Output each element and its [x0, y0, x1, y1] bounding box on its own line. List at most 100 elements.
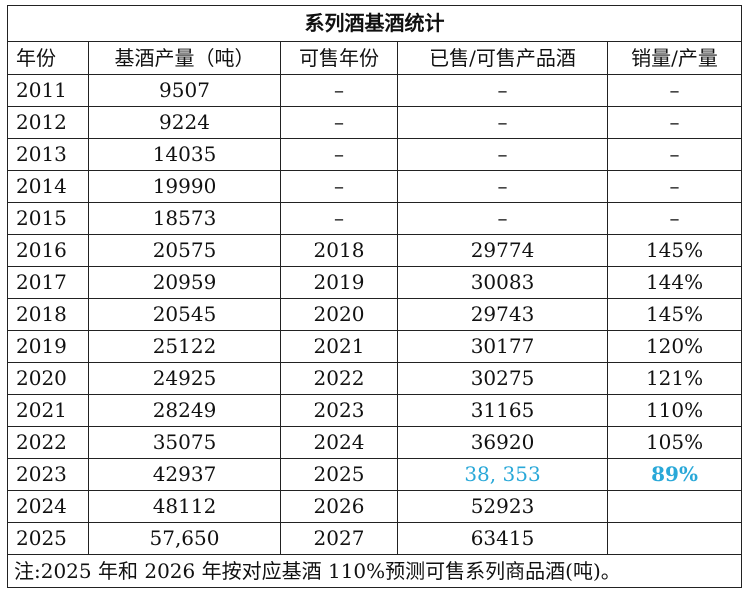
- table-cell: [606, 522, 743, 555]
- table-cell: 2015: [7, 202, 89, 235]
- header-cell: 基酒产量（吨）: [88, 41, 281, 75]
- table-cell: –: [606, 170, 743, 203]
- table-cell: –: [280, 138, 398, 171]
- table-cell: 2024: [7, 490, 89, 523]
- table-cell: 105%: [606, 426, 743, 459]
- table-cell: 2021: [280, 330, 398, 363]
- table-row: 2018 20545 2020 29743 145%: [7, 298, 743, 331]
- table-cell: 89%: [606, 458, 743, 491]
- table-row: 2022 35075 2024 36920 105%: [7, 426, 743, 459]
- table-row: 2012 9224– – –: [7, 106, 743, 139]
- table-body: 2011 9507– – –2012 9224– – –2013 14035– – –2014 19…: [7, 74, 743, 555]
- table-cell: –: [280, 74, 398, 107]
- table-cell: –: [397, 202, 608, 235]
- table-cell: 35075: [88, 426, 281, 459]
- table-cell: 38, 353: [397, 458, 608, 491]
- table-row: 2017 20959 2019 30083 144%: [7, 266, 743, 299]
- table-cell: 52923: [397, 490, 608, 523]
- table-cell: 2021: [7, 394, 89, 427]
- table-row: 2014 19990– – –: [7, 170, 743, 203]
- table-cell: 145%: [606, 298, 743, 331]
- table-cell: 57,650: [88, 522, 281, 555]
- table-cell: 36920: [397, 426, 608, 459]
- table-cell: 29743: [397, 298, 608, 331]
- table-cell: –: [606, 74, 743, 107]
- table-cell: 30083: [397, 266, 608, 299]
- table-cell: [606, 490, 743, 523]
- table-cell: 9224: [88, 106, 281, 139]
- table-cell: 2025: [7, 522, 89, 555]
- table-cell: 31165: [397, 394, 608, 427]
- table-cell: 2018: [7, 298, 89, 331]
- header-cell: 可售年份: [280, 41, 398, 75]
- table-cell: 2023: [7, 458, 89, 491]
- table-cell: –: [397, 106, 608, 139]
- table-title: 系列酒基酒统计: [6, 5, 743, 42]
- table-cell: –: [606, 106, 743, 139]
- table-cell: –: [397, 74, 608, 107]
- header-row: 年份 基酒产量（吨） 可售年份 已售/可售产品酒 销量/产量: [7, 41, 743, 75]
- table-cell: –: [280, 106, 398, 139]
- table-cell: 110%: [606, 394, 743, 427]
- table-cell: 2017: [7, 266, 89, 299]
- table-cell: 24925: [88, 362, 281, 395]
- table-cell: 145%: [606, 234, 743, 267]
- table-cell: –: [280, 170, 398, 203]
- table-cell: –: [606, 202, 743, 235]
- table-cell: 2019: [7, 330, 89, 363]
- table-cell: 2014: [7, 170, 89, 203]
- table-cell: 9507: [88, 74, 281, 107]
- header-cell: 年份: [7, 41, 89, 75]
- table-cell: 144%: [606, 266, 743, 299]
- table-cell: 29774: [397, 234, 608, 267]
- table-cell: 2018: [280, 234, 398, 267]
- table-cell: –: [280, 202, 398, 235]
- table-row: 2016 20575 2018 29774 145%: [7, 234, 743, 267]
- table-cell: 48112: [88, 490, 281, 523]
- table-cell: 20959: [88, 266, 281, 299]
- table-cell: 14035: [88, 138, 281, 171]
- table-row: 2020 24925 2022 30275 121%: [7, 362, 743, 395]
- table-cell: 30177: [397, 330, 608, 363]
- table-note: 注:2025 年和 2026 年按对应基酒 110%预测可售系列商品酒(吨)。: [6, 554, 743, 588]
- table-cell: 2011: [7, 74, 89, 107]
- table-cell: 121%: [606, 362, 743, 395]
- table-cell: 2026: [280, 490, 398, 523]
- table-cell: 63415: [397, 522, 608, 555]
- table-cell: 2023: [280, 394, 398, 427]
- table-cell: 25122: [88, 330, 281, 363]
- table-cell: 2027: [280, 522, 398, 555]
- table-cell: –: [397, 170, 608, 203]
- table-row: 2024 48112 2026 52923: [7, 490, 743, 523]
- table-row: 2025 57,650 2027 63415: [7, 522, 743, 555]
- table-cell: 2020: [7, 362, 89, 395]
- table-cell: 2025: [280, 458, 398, 491]
- table-cell: –: [606, 138, 743, 171]
- table-cell: 120%: [606, 330, 743, 363]
- table-cell: 2013: [7, 138, 89, 171]
- table-cell: 19990: [88, 170, 281, 203]
- table-cell: 2019: [280, 266, 398, 299]
- table-row: 2015 18573– – –: [7, 202, 743, 235]
- table-cell: 2016: [7, 234, 89, 267]
- table-cell: 2022: [7, 426, 89, 459]
- table-cell: 2024: [280, 426, 398, 459]
- table-cell: 28249: [88, 394, 281, 427]
- header-cell: 销量/产量: [606, 41, 743, 75]
- table-cell: 20575: [88, 234, 281, 267]
- table-row: 2013 14035– – –: [7, 138, 743, 171]
- table-cell: 30275: [397, 362, 608, 395]
- table-cell: 20545: [88, 298, 281, 331]
- table-cell: 2022: [280, 362, 398, 395]
- table-cell: 42937: [88, 458, 281, 491]
- header-cell: 已售/可售产品酒: [397, 41, 608, 75]
- table-cell: –: [397, 138, 608, 171]
- table-row: 2019 25122 2021 30177 120%: [7, 330, 743, 363]
- table-cell: 2012: [7, 106, 89, 139]
- table-row: 2023 42937 2025 38, 353 89%: [7, 458, 743, 491]
- table-row: 2011 9507– – –: [7, 74, 743, 107]
- table-cell: 2020: [280, 298, 398, 331]
- table-row: 2021 28249 2023 31165 110%: [7, 394, 743, 427]
- table-cell: 18573: [88, 202, 281, 235]
